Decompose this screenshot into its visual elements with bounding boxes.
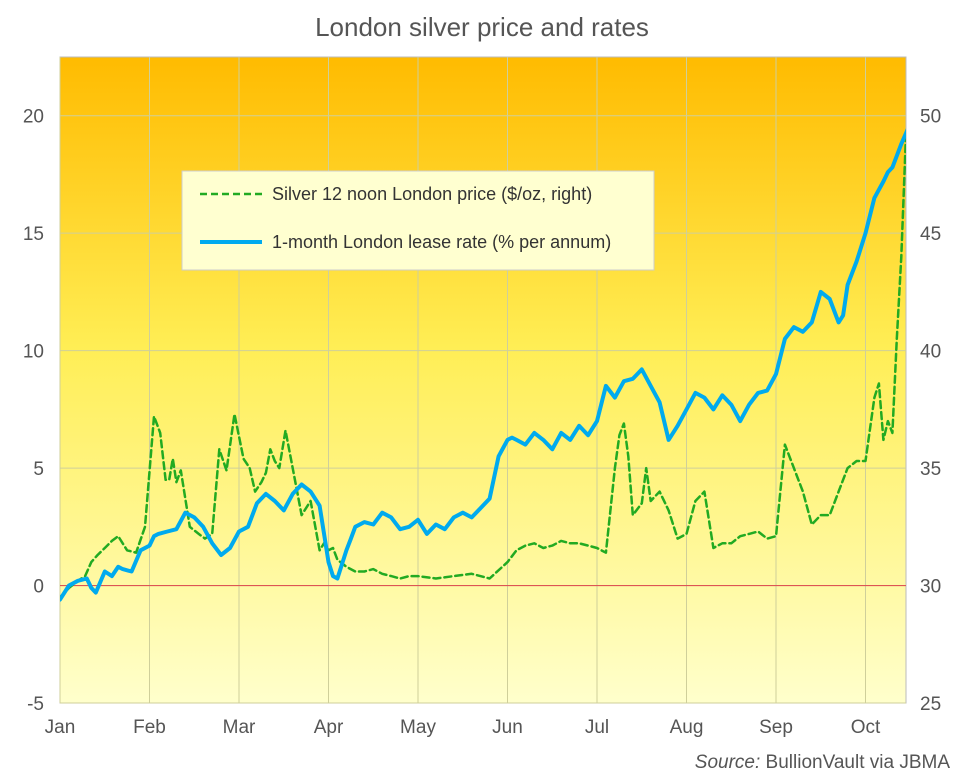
right-tick-label: 35 — [920, 459, 941, 480]
x-tick-label: Mar — [223, 717, 256, 738]
legend-label-lease: 1-month London lease rate (% per annum) — [272, 232, 611, 252]
x-tick-label: Aug — [670, 717, 704, 738]
left-tick-label: 0 — [33, 577, 44, 598]
right-tick-label: 40 — [920, 342, 941, 363]
x-tick-label: Oct — [851, 717, 881, 738]
left-tick-label: -5 — [27, 694, 44, 715]
x-axis: Jan Feb Mar Apr May Jun Jul Aug Sep Oct — [45, 717, 881, 738]
right-tick-label: 50 — [920, 107, 941, 128]
legend-label-silver: Silver 12 noon London price ($/oz, right… — [272, 184, 592, 204]
plot-area — [59, 56, 907, 704]
left-axis: -5 0 5 10 15 20 — [23, 107, 44, 715]
x-tick-label: Feb — [133, 717, 166, 738]
chart-title: London silver price and rates — [315, 12, 649, 42]
x-tick-label: Sep — [759, 717, 793, 738]
series-lease-rate-line — [60, 128, 906, 602]
x-tick-label: Jul — [585, 717, 609, 738]
right-tick-label: 25 — [920, 694, 941, 715]
gridlines — [59, 57, 906, 704]
x-tick-label: Jun — [492, 717, 523, 738]
left-tick-label: 10 — [23, 342, 44, 363]
x-tick-label: Jan — [45, 717, 76, 738]
source-text: BullionVault via JBMA — [765, 752, 950, 773]
source-note: Source: BullionVault via JBMA — [695, 752, 950, 774]
left-tick-label: 5 — [33, 459, 44, 480]
right-tick-label: 30 — [920, 577, 941, 598]
left-tick-label: 20 — [23, 107, 44, 128]
legend: Silver 12 noon London price ($/oz, right… — [181, 170, 655, 271]
right-axis: 25 30 35 40 45 50 — [920, 107, 941, 715]
right-tick-label: 45 — [920, 224, 941, 245]
x-tick-label: Apr — [314, 717, 344, 738]
legend-box — [181, 170, 655, 271]
source-label: Source: — [694, 752, 761, 773]
left-tick-label: 15 — [23, 224, 44, 245]
series-group — [60, 128, 906, 602]
series-silver-price-line — [60, 132, 906, 599]
x-tick-label: May — [400, 717, 436, 738]
